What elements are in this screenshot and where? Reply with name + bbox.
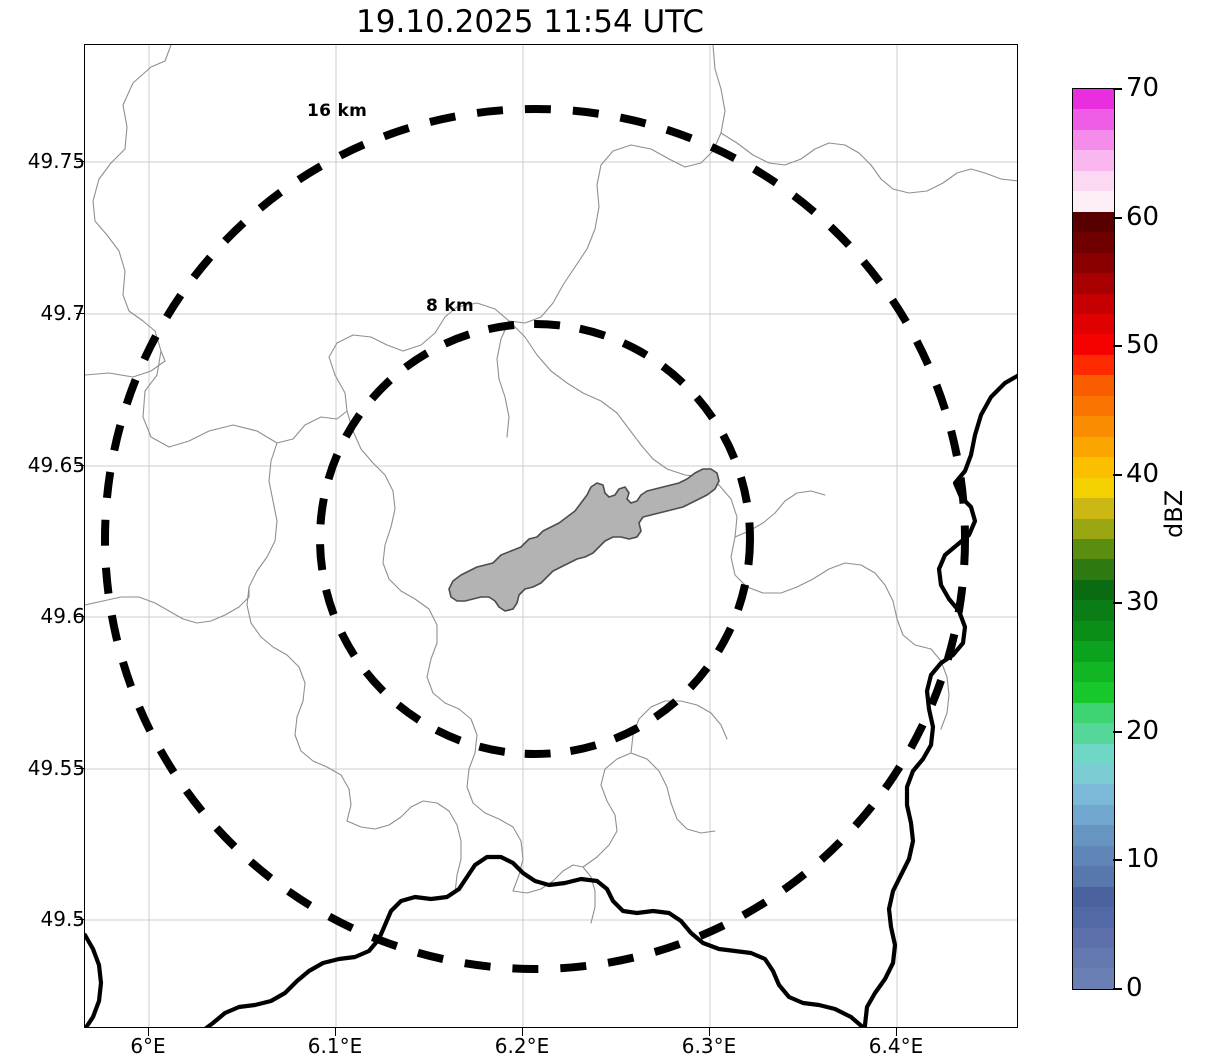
colorbar-tick-mark (1113, 859, 1122, 861)
x-tick-mark (148, 1028, 150, 1036)
colorbar-band (1073, 293, 1114, 314)
colorbar-tick-label: 0 (1126, 973, 1143, 1003)
colorbar-band (1073, 620, 1114, 642)
y-tick-mark (76, 919, 84, 921)
colorbar-band (1073, 968, 1114, 989)
colorbar-band (1073, 313, 1114, 335)
colorbar-tick-label: 10 (1126, 844, 1160, 874)
colorbar-band (1073, 129, 1114, 151)
colorbar-tick-mark (1113, 602, 1122, 604)
x-tick-mark (896, 1028, 898, 1036)
colorbar-tick-label: 30 (1126, 587, 1160, 617)
colorbar-tick-label: 50 (1126, 330, 1160, 360)
colorbar-tick-label: 40 (1126, 459, 1160, 489)
colorbar-band (1073, 334, 1114, 355)
admin-boundaries (85, 45, 1017, 924)
range-ring-label-8km: 8 km (426, 296, 474, 316)
colorbar-tick-mark (1113, 474, 1122, 476)
x-tick-label: 6.2°E (494, 1034, 550, 1058)
page-title: 19.10.2025 11:54 UTC (356, 4, 704, 40)
colorbar-band (1073, 436, 1114, 458)
colorbar-band (1073, 784, 1114, 805)
colorbar-band (1073, 538, 1114, 560)
range-ring-label-16km: 16 km (307, 101, 368, 121)
colorbar-band (1073, 375, 1114, 396)
y-tick-mark (76, 161, 84, 163)
colorbar-band (1073, 89, 1114, 110)
colorbar-band (1073, 682, 1114, 703)
colorbar-tick-label: 60 (1126, 202, 1160, 232)
colorbar-tick-label: 70 (1126, 73, 1160, 103)
colorbar-band (1073, 252, 1114, 274)
x-tick-mark (522, 1028, 524, 1036)
x-tick-label: 6.1°E (307, 1034, 363, 1058)
y-tick-mark (76, 313, 84, 315)
colorbar-band (1073, 273, 1114, 294)
colorbar-band (1073, 150, 1114, 171)
colorbar-band (1073, 825, 1114, 846)
colorbar-axis-label: dBZ (1160, 489, 1188, 538)
colorbar-band (1073, 559, 1114, 580)
colorbar-band (1073, 927, 1114, 949)
colorbar-band (1073, 498, 1114, 519)
colorbar-band (1073, 579, 1114, 601)
colorbar-tick-label: 20 (1126, 716, 1160, 746)
map-plot-area[interactable]: 16 km 8 km (84, 44, 1018, 1028)
range-ring-8km (316, 320, 754, 758)
y-tick-mark (76, 616, 84, 618)
x-tick-mark (335, 1028, 337, 1036)
colorbar-band (1073, 416, 1114, 437)
colorbar-band (1073, 907, 1114, 928)
colorbar-band (1073, 866, 1114, 887)
water-polygon (448, 468, 720, 612)
colorbar-band (1073, 743, 1114, 764)
colorbar-band (1073, 477, 1114, 499)
colorbar-band (1073, 211, 1114, 233)
x-tick-mark (709, 1028, 711, 1036)
colorbar-band (1073, 763, 1114, 785)
colorbar-band (1073, 661, 1114, 683)
gridlines (85, 45, 1017, 1027)
colorbar-tick-mark (1113, 731, 1122, 733)
colorbar-band (1073, 804, 1114, 826)
colorbar-tick-mark (1113, 345, 1122, 347)
y-tick-mark (76, 768, 84, 770)
range-ring-16km (101, 105, 969, 973)
x-tick-label: 6°E (130, 1034, 166, 1058)
colorbar-band (1073, 191, 1114, 212)
colorbar-band (1073, 845, 1114, 867)
x-tick-label: 6.3°E (681, 1034, 737, 1058)
colorbar-tick-mark (1113, 988, 1122, 990)
colorbar-band (1073, 723, 1114, 744)
country-borders (85, 373, 1017, 1027)
colorbar-band (1073, 109, 1114, 130)
map-canvas (85, 45, 1017, 1027)
colorbar-band (1073, 457, 1114, 478)
range-rings (101, 105, 969, 973)
colorbar-band (1073, 518, 1114, 539)
colorbar-band (1073, 232, 1114, 253)
colorbar-band (1073, 395, 1114, 417)
colorbar-band (1073, 170, 1114, 192)
colorbar-band (1073, 641, 1114, 662)
colorbar-band (1073, 702, 1114, 724)
colorbar[interactable] (1072, 88, 1115, 990)
colorbar-tick-mark (1113, 217, 1122, 219)
colorbar-band (1073, 600, 1114, 621)
colorbar-band (1073, 886, 1114, 908)
x-tick-label: 6.4°E (868, 1034, 924, 1058)
colorbar-band (1073, 354, 1114, 376)
y-tick-mark (76, 465, 84, 467)
colorbar-tick-mark (1113, 88, 1122, 90)
colorbar-band (1073, 948, 1114, 969)
